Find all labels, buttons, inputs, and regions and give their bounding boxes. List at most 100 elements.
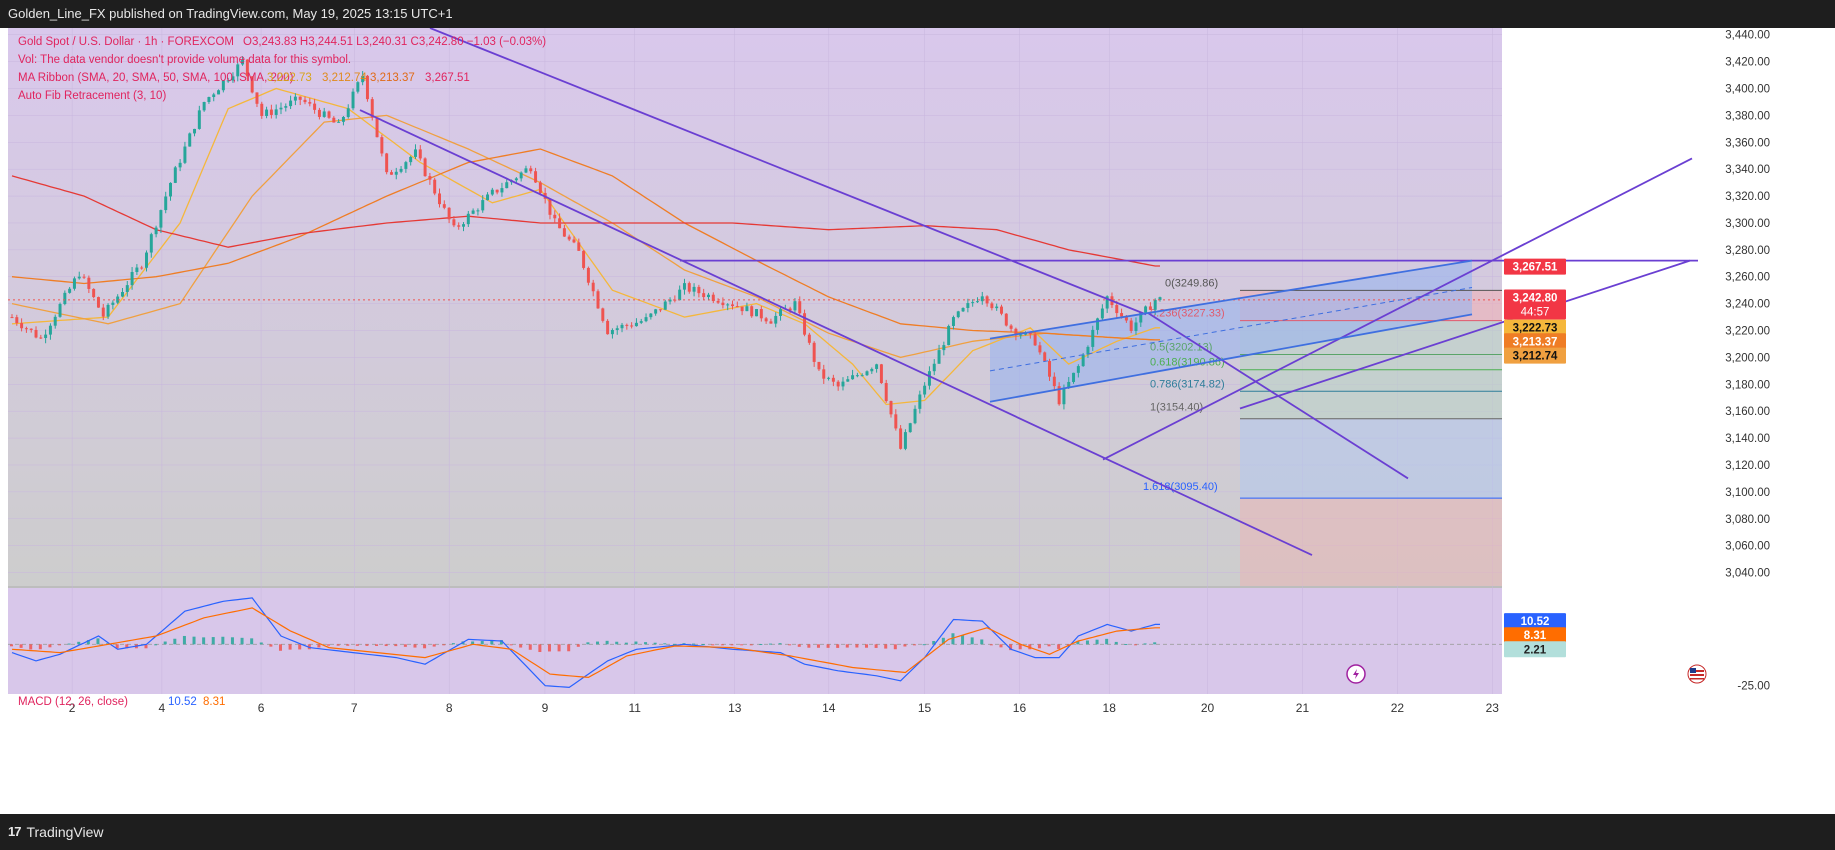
macd-histogram-bar	[336, 644, 340, 646]
candle-body	[879, 364, 883, 384]
macd-histogram-bar	[10, 644, 13, 647]
candle-body	[755, 309, 759, 317]
candle-body	[966, 303, 970, 308]
candle-body	[413, 149, 417, 157]
legend-ma-value-3: 3,213.37	[370, 72, 415, 84]
candle-body	[135, 267, 139, 273]
ma-line-sma-200	[11, 175, 1160, 267]
candle-body	[140, 267, 144, 269]
chart-canvas[interactable]: 0(3249.86)0.236(3227.33)0.5(3202.13)0.61…	[0, 28, 1835, 814]
price-tick-label: 3,400.00	[1725, 84, 1770, 96]
candle-body	[130, 272, 134, 286]
candle-body	[870, 368, 874, 372]
footer-brand-label: TradingView	[26, 824, 104, 840]
candle-body	[490, 189, 494, 195]
candle-body	[990, 303, 994, 309]
macd-histogram-bar	[759, 644, 763, 646]
candle-body	[466, 213, 470, 225]
candle-body	[726, 304, 730, 306]
candle-body	[356, 82, 360, 92]
candle-body	[562, 228, 566, 237]
macd-histogram-bar	[874, 644, 878, 648]
price-tag-box	[1504, 319, 1566, 336]
candle-body	[774, 315, 778, 324]
candle-body	[72, 278, 76, 289]
time-tick-label: 18	[1103, 701, 1117, 715]
footer-bar: 17 TradingView	[0, 814, 1835, 850]
macd-histogram-bar	[1047, 644, 1051, 647]
candle-body	[34, 329, 38, 338]
candle-body	[702, 293, 706, 298]
candle-body	[193, 128, 197, 134]
price-tag-box	[1504, 347, 1566, 364]
legend-signal-value: 8.31	[203, 696, 225, 708]
time-tick-label: 4	[159, 701, 166, 715]
candle-body	[534, 171, 538, 183]
candle-body	[779, 309, 783, 316]
candle-body	[899, 428, 903, 449]
macd-histogram-bar	[298, 644, 302, 650]
candle-body	[567, 236, 571, 240]
price-tick-label: 3,280.00	[1725, 245, 1770, 257]
candle-body	[519, 172, 523, 179]
macd-histogram-bar	[999, 644, 1003, 648]
candle-body	[380, 137, 384, 154]
macd-histogram-bar	[202, 637, 206, 645]
price-tick-label: 3,440.00	[1725, 30, 1770, 42]
candle-body	[908, 423, 912, 433]
candle-body	[183, 146, 187, 163]
candle-body	[668, 299, 672, 302]
macd-histogram-bar	[1085, 640, 1089, 645]
descending-channel-upper	[429, 28, 1147, 316]
candle-body	[202, 102, 206, 111]
candle-body	[92, 288, 96, 298]
candle-body	[1048, 360, 1052, 377]
candle-body	[875, 364, 879, 369]
candle-body	[149, 234, 153, 253]
macd-histogram-bar	[1066, 644, 1070, 646]
macd-histogram-bar	[768, 643, 772, 645]
candle-body	[947, 325, 951, 346]
price-tick-label: 3,240.00	[1725, 299, 1770, 311]
footer-brand[interactable]: 17 TradingView	[8, 814, 104, 850]
macd-tag-box	[1504, 627, 1566, 644]
price-tag-countdown: 44:57	[1521, 306, 1550, 318]
candle-body	[1124, 316, 1128, 321]
rising-channel-upper	[989, 259, 1473, 340]
macd-tag-label: 10.52	[1521, 616, 1550, 628]
candle-body	[361, 75, 365, 83]
candle-body	[197, 110, 201, 129]
candle-body	[812, 342, 816, 362]
candle-body	[44, 334, 48, 339]
candle-body	[274, 109, 278, 115]
macd-histogram-bar	[672, 643, 676, 645]
candle-body	[428, 176, 432, 180]
candle-body	[1009, 325, 1013, 329]
candle-body	[572, 239, 576, 243]
price-tag-label: 3,242.80	[1513, 292, 1558, 304]
macd-histogram-bar	[240, 637, 244, 645]
candle-body	[1062, 387, 1066, 405]
ascending-channel-upper	[1102, 157, 1693, 461]
us-flag-icon[interactable]	[1687, 664, 1707, 684]
candle-body	[48, 325, 52, 335]
flash-icon[interactable]	[1346, 664, 1366, 684]
candle-body	[1144, 306, 1148, 313]
macd-histogram-bar	[1057, 644, 1061, 649]
macd-histogram-bar	[711, 644, 715, 646]
candle-body	[591, 282, 595, 292]
candle-body	[769, 321, 773, 324]
macd-histogram-bar	[96, 638, 100, 645]
candle-body	[250, 76, 254, 93]
candle-body	[740, 306, 744, 312]
macd-histogram-bar	[413, 644, 417, 648]
candle-body	[365, 75, 369, 100]
candle-body	[985, 296, 989, 304]
macd-histogram-bar	[903, 644, 907, 647]
ascending-channel-lower	[1239, 259, 1691, 410]
legend-ohlc: O3,243.83 H3,244.51 L3,240.31 C3,242.80 …	[243, 36, 546, 48]
candle-body	[601, 308, 605, 321]
macd-histogram-bar	[644, 642, 648, 645]
candle-body	[82, 276, 86, 278]
macd-histogram-bar	[740, 644, 744, 646]
